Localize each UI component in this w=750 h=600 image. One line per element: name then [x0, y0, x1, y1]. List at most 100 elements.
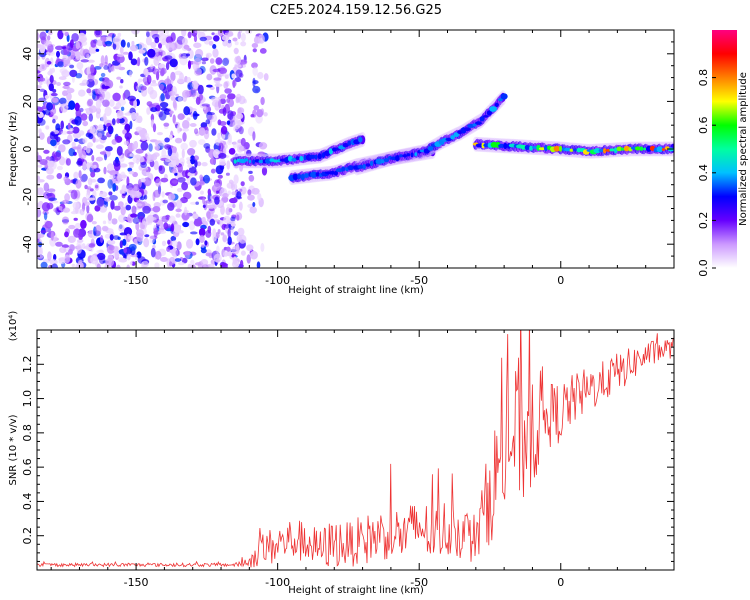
noise-blob: [217, 30, 224, 37]
noise-blob: [261, 166, 268, 176]
noise-blob: [152, 206, 161, 213]
noise-blob: [205, 119, 211, 125]
noise-blob: [49, 75, 54, 84]
noise-blob: [50, 139, 57, 147]
noise-blob: [232, 256, 238, 265]
noise-blob: [131, 40, 135, 46]
snr-plot-area: [37, 330, 674, 570]
noise-blob: [170, 223, 175, 232]
noise-blob: [206, 114, 214, 121]
noise-blob: [152, 152, 160, 157]
trend-peak: [486, 110, 492, 116]
noise-blob: [48, 83, 54, 92]
noise-blob: [43, 212, 48, 221]
noise-blob: [49, 131, 56, 140]
noise-blob: [259, 48, 267, 54]
noise-blob: [60, 120, 64, 130]
noise-blob: [37, 187, 44, 196]
noise-blob: [158, 63, 166, 69]
noise-blob: [128, 51, 133, 61]
noise-blob: [59, 68, 68, 74]
noise-blob: [63, 176, 69, 182]
noise-blob: [161, 240, 167, 247]
noise-blob: [69, 64, 75, 69]
noise-blob: [88, 105, 97, 113]
noise-blob: [101, 225, 109, 232]
noise-blob: [112, 92, 121, 102]
noise-blob: [116, 53, 124, 58]
trend-peak: [328, 148, 333, 155]
noise-blob: [226, 182, 234, 189]
noise-blob: [146, 74, 152, 85]
noise-blob: [234, 183, 238, 191]
trend-peak: [233, 159, 237, 164]
noise-blob: [116, 146, 123, 156]
noise-blob: [168, 215, 176, 224]
noise-blob: [90, 255, 99, 265]
noise-blob: [91, 154, 95, 162]
noise-blob: [248, 170, 253, 174]
noise-blob: [236, 144, 244, 153]
noise-blob: [177, 177, 186, 183]
noise-blob: [75, 205, 79, 214]
noise-blob: [71, 33, 79, 42]
noise-blob: [129, 153, 135, 157]
noise-blob: [206, 84, 213, 88]
noise-blob: [67, 56, 72, 62]
noise-blob: [130, 213, 138, 218]
trend-peak: [295, 156, 300, 161]
y-tick-label: -40: [21, 235, 34, 253]
noise-blob: [164, 144, 172, 150]
noise-blob: [87, 59, 95, 63]
noise-blob: [156, 71, 160, 81]
noise-blob: [227, 190, 231, 196]
noise-blob: [195, 48, 204, 58]
noise-blob: [118, 201, 124, 208]
noise-blob: [37, 233, 45, 238]
noise-blob: [78, 33, 87, 44]
noise-blob: [263, 73, 269, 81]
noise-blob: [175, 213, 181, 218]
noise-blob: [198, 139, 206, 146]
trend-peak: [395, 155, 400, 162]
noise-blob: [187, 148, 196, 156]
noise-blob: [140, 177, 146, 183]
noise-blob: [235, 96, 240, 104]
noise-blob: [211, 199, 215, 206]
trend-peak: [362, 163, 366, 170]
noise-blob: [169, 110, 174, 114]
noise-blob: [63, 81, 71, 86]
noise-blob: [140, 161, 148, 168]
noise-blob: [177, 164, 183, 173]
noise-blob: [187, 60, 192, 70]
noise-blob: [198, 127, 206, 136]
noise-blob: [234, 41, 239, 46]
noise-blob: [129, 120, 133, 130]
noise-blob: [233, 231, 239, 236]
noise-blob: [237, 107, 245, 114]
noise-blob: [188, 220, 196, 231]
noise-blob: [46, 202, 54, 210]
trend-peak: [297, 173, 302, 180]
noise-blob: [150, 107, 158, 113]
noise-blob: [251, 62, 258, 69]
noise-blob: [74, 222, 81, 229]
noise-blob: [167, 202, 175, 211]
trend-peak: [248, 159, 252, 164]
noise-blob: [38, 132, 45, 140]
trend-peak: [489, 106, 497, 112]
noise-blob: [165, 30, 170, 35]
noise-blob: [227, 133, 232, 144]
noise-blob: [219, 158, 226, 166]
noise-blob: [220, 262, 228, 268]
noise-blob: [47, 35, 51, 41]
noise-blob: [178, 230, 184, 234]
noise-blob: [105, 257, 115, 267]
noise-blob: [102, 220, 107, 225]
noise-blob: [218, 67, 228, 75]
noise-blob: [85, 132, 92, 138]
noise-blob: [213, 214, 219, 219]
noise-blob: [217, 132, 221, 140]
noise-blob: [73, 228, 81, 238]
noise-blob: [37, 32, 40, 41]
